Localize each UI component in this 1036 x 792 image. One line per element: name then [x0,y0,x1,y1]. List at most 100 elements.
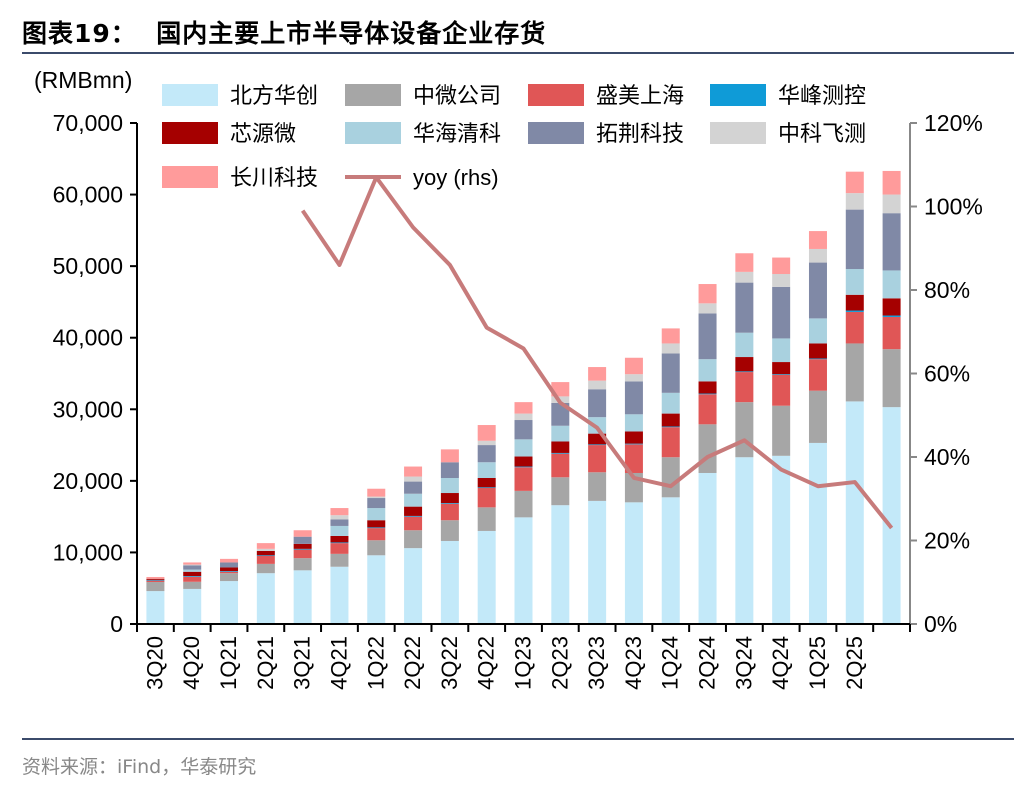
source-divider [22,738,1014,740]
bar-segment [293,558,312,571]
legend-swatch [710,122,766,144]
bar-segment [404,481,423,494]
y-tick-label: 60,000 [53,182,123,208]
bar-segment [845,209,864,270]
bar-segment [293,543,312,549]
legend-label: 华海清科 [413,121,501,146]
bar-segment [808,358,827,360]
bar-segment [367,540,386,556]
bar-segment [440,493,459,504]
bar-segment [514,413,533,421]
bar-segment [772,405,791,456]
bar-segment [845,193,864,210]
x-tick-label: 3Q23 [584,636,609,690]
bar-segment [588,380,607,390]
bar-segment [404,530,423,549]
bar-segment [330,542,349,544]
legend-swatch [162,84,218,106]
legend-label: 华峰测控 [778,83,866,108]
bar-segment [772,274,791,287]
bar-segment [146,591,165,624]
x-tick-label: 2Q21 [253,636,278,690]
bar-segment [772,374,791,406]
bar-segment [698,472,717,624]
bar-segment [477,477,496,488]
bar-segment [220,573,239,582]
y-tick-label: 70,000 [53,110,123,136]
bar-segment [477,462,496,478]
bar-segment [735,282,754,333]
bar-segment [293,548,312,550]
bar-segment [882,270,901,299]
bar-segment [183,588,202,624]
y2-tick-label: 80% [924,277,970,303]
y-tick-label: 50,000 [53,253,123,279]
y2-tick-label: 60% [924,361,970,387]
bar-segment [183,571,202,577]
bar-segment [256,573,275,624]
bar-segment [514,517,533,624]
bar-segment [404,515,423,517]
y-unit-label: (RMBmn) [34,67,132,93]
bar-segment [772,286,791,339]
bar-segment [514,490,533,518]
bar-segment [624,357,643,375]
bar-segment [588,367,607,381]
bar-segment [808,318,827,344]
bar-segment [551,477,570,506]
bar-segment [367,527,386,529]
bar-segment [367,496,386,499]
x-tick-label: 1Q23 [511,636,536,690]
bar-segment [882,407,901,624]
bar-segment [624,502,643,624]
legend-label: 中科飞测 [778,121,866,146]
y2-tick-label: 40% [924,444,970,470]
bar-segment [330,525,349,536]
bar-segment [661,328,680,344]
bar-segment [698,359,717,382]
bar-segment [220,581,239,624]
x-tick-label: 2Q25 [842,636,867,690]
bar-segment [183,565,202,570]
bar-segment [256,563,275,574]
bar-segment [845,401,864,624]
x-tick-label: 4Q22 [474,636,499,690]
bar-segment [882,194,901,214]
bar-segment [624,431,643,444]
bar-segment [330,566,349,624]
bar-segment [551,505,570,624]
bar-segment [551,453,570,478]
bar-segment [220,571,239,572]
bar-segment [882,349,901,408]
bar-segment [477,530,496,624]
bar-segment [845,171,864,194]
bar-segment [293,570,312,624]
legend-swatch [162,122,218,144]
bar-segment [256,548,275,551]
bar-segment [845,294,864,311]
bar-segment [404,466,423,477]
bar-segment [588,472,607,501]
x-tick-label: 2Q23 [547,636,572,690]
bar-segment [735,372,754,403]
bar-segment [183,564,202,566]
bar-segment [440,540,459,624]
bar-segment [808,359,827,391]
bar-segment [440,503,459,521]
bar-segment [772,362,791,375]
bar-segment [514,467,533,491]
y-tick-label: 40,000 [53,325,123,351]
x-tick-label: 2Q24 [695,636,720,690]
legend-label: yoy (rhs) [413,165,499,190]
bar-segment [661,353,680,393]
bar-segment [367,488,386,497]
bar-segment [661,457,680,498]
bar-segment [477,445,496,463]
bar-segment [551,441,570,453]
legend-label: 中微公司 [413,83,501,108]
figure-title: 图表19： 国内主要上市半导体设备企业存货 [22,19,547,48]
bar-segment [146,580,165,582]
bar-segment [514,466,533,468]
bar-segment [220,567,239,572]
